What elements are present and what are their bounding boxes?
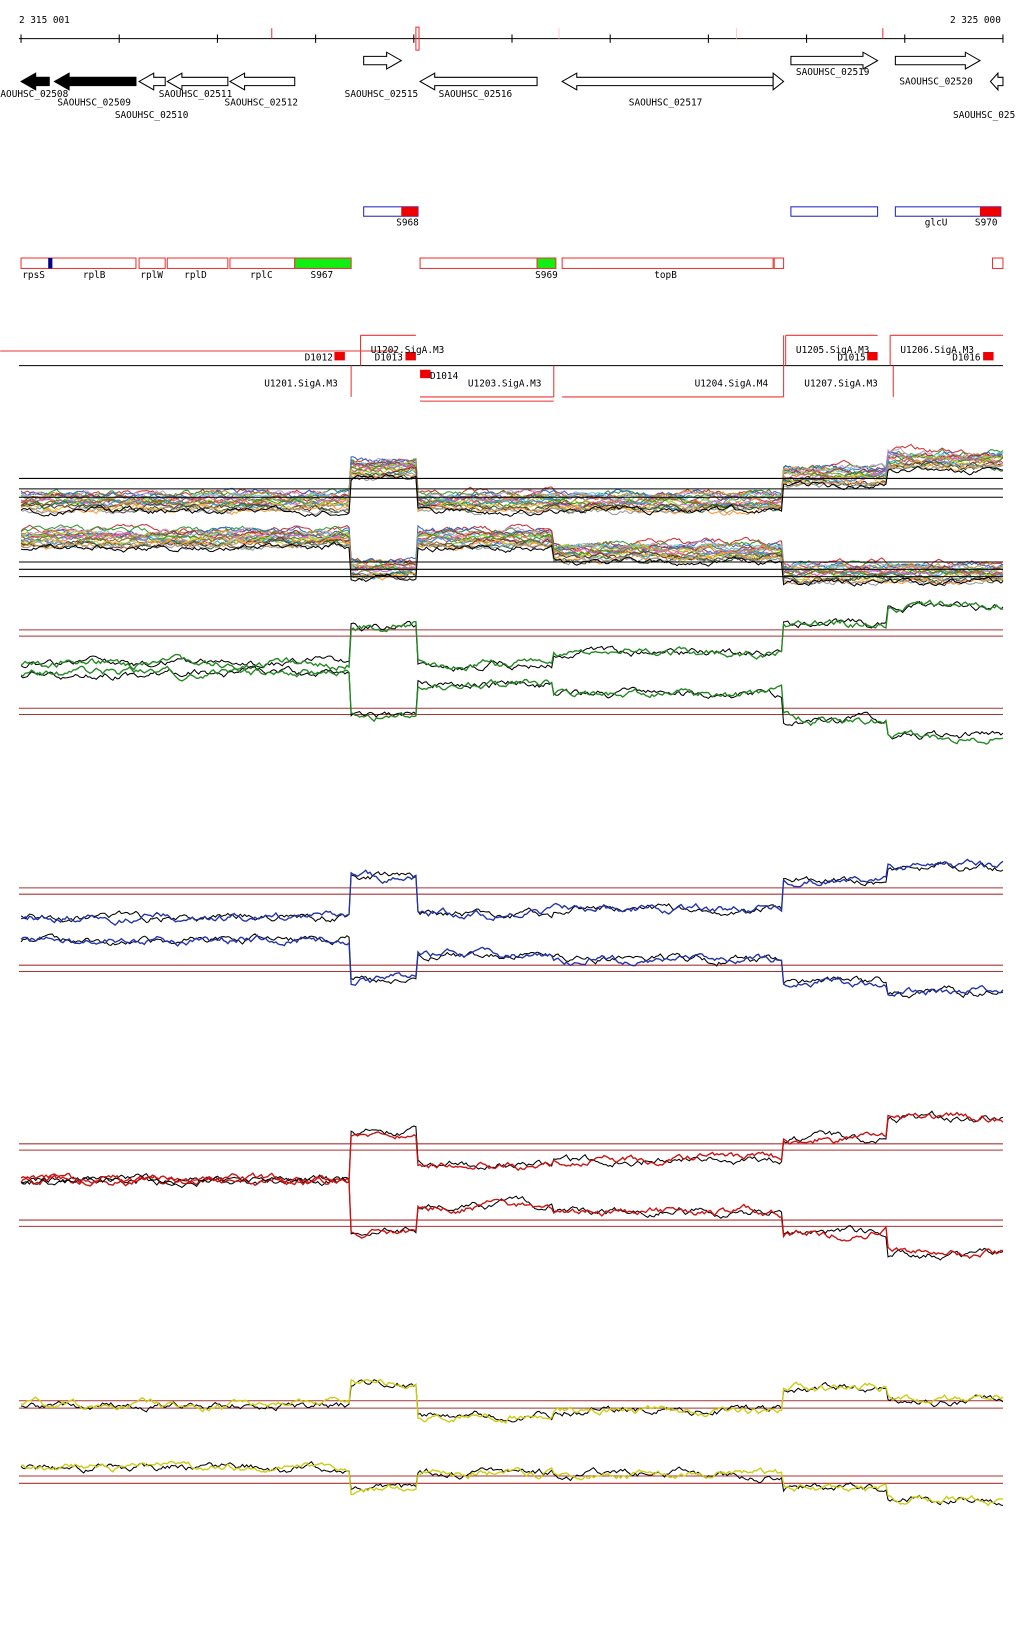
region-label: glcU	[925, 218, 948, 229]
feature-label: rplC	[250, 270, 273, 281]
gene-arrow	[419, 72, 538, 91]
track-line	[20, 1172, 1004, 1260]
view-marker	[415, 26, 420, 51]
feature-label: rpsS	[22, 270, 45, 281]
site-label: U1204.SigA.M4	[695, 378, 769, 389]
site-block	[334, 352, 345, 361]
track-line	[20, 1173, 1004, 1261]
feature-box	[20, 257, 137, 269]
track-line	[20, 466, 1003, 518]
track-line	[20, 665, 1004, 745]
gene-arrow	[53, 72, 137, 91]
gene-arrow	[138, 72, 166, 91]
track-line	[20, 600, 1004, 672]
feature-label: rplD	[184, 270, 207, 281]
site-block	[983, 352, 994, 361]
gene-arrow	[894, 51, 982, 70]
track-line	[20, 459, 1004, 514]
feature-box	[138, 257, 166, 269]
gene-label: SAOUHSC_02520	[899, 77, 973, 88]
gene-arrow	[228, 72, 296, 91]
feature-box	[773, 257, 785, 269]
track-line	[20, 861, 1004, 924]
site-label: U1205.SigA.M3	[796, 345, 869, 356]
site-label: D1015	[837, 352, 865, 363]
region-end	[979, 206, 1001, 217]
feature-box	[166, 257, 229, 269]
track-line	[20, 524, 1004, 572]
track-line	[20, 1111, 1004, 1187]
gene-label: SAOUHSC_02508	[0, 89, 69, 100]
gene-label: SAOUHSC_02509	[57, 98, 131, 109]
feature-box	[294, 257, 352, 269]
track-line	[20, 458, 1004, 512]
gene-arrow	[790, 51, 879, 70]
track-line	[20, 536, 1004, 587]
site-label: U1207.SigA.M3	[804, 378, 877, 389]
track-line	[20, 459, 1004, 512]
feature-label: rplB	[83, 270, 106, 281]
track-line	[20, 452, 1004, 506]
feature-box	[536, 257, 557, 269]
site-label: D1014	[430, 371, 459, 382]
track-line	[20, 448, 1004, 501]
site-label: U1201.SigA.M3	[264, 378, 338, 389]
track-line	[20, 1378, 1004, 1424]
track-line	[20, 665, 1004, 740]
gene-label: SAOUHSC_02515	[345, 89, 419, 100]
track-line	[21, 526, 1004, 573]
track-line	[20, 1461, 1004, 1507]
track-line	[20, 1379, 1004, 1423]
track-line	[20, 934, 1004, 997]
gene-label: SAOUHSC_02510	[115, 110, 189, 121]
site-label: U1203.SigA.M3	[468, 378, 542, 389]
track-line	[20, 542, 1004, 587]
gene-label: SAOUHSC_02517	[629, 98, 703, 109]
feature-box	[991, 257, 1004, 269]
site-label: U1206.SigA.M3	[900, 345, 974, 356]
track-line	[20, 933, 1004, 999]
site-block	[867, 352, 878, 361]
gene-arrow	[19, 72, 50, 91]
feature-label: topB	[654, 270, 677, 281]
gene-arrow	[989, 71, 1004, 92]
track-line	[20, 858, 1004, 926]
track-line	[20, 443, 1004, 501]
track-line	[20, 537, 1004, 586]
site-block	[420, 369, 431, 379]
feature-box	[561, 257, 774, 269]
site-label: D1016	[952, 352, 981, 363]
track-line	[20, 599, 1004, 672]
site-label: U1202.SigA.M3	[371, 345, 444, 356]
gene-arrow	[166, 72, 229, 91]
start-coordinate: 2 315 001	[19, 15, 70, 26]
gene-arrow	[561, 72, 774, 91]
track-line	[20, 523, 1004, 569]
gene-arrow	[363, 51, 403, 70]
gene-label: SAOUHSC_02519	[796, 67, 870, 78]
site-label: D1012	[305, 352, 333, 363]
track-line	[20, 1110, 1004, 1189]
gene-label: SAOUHSC_02516	[439, 89, 513, 100]
region-label: S970	[975, 218, 998, 229]
feature-mark	[48, 258, 53, 269]
site-label: D1013	[375, 352, 403, 363]
region-end	[401, 206, 418, 217]
track-line	[20, 530, 1004, 579]
region-box	[790, 206, 879, 217]
feature-label: rplW	[140, 270, 163, 281]
gene-label: SAOUHSC_02512	[225, 98, 299, 109]
feature-box	[419, 257, 538, 269]
feature-label: S967	[311, 270, 334, 281]
feature-label: S969	[535, 270, 558, 281]
gene-label: SAOUHSC_02511	[159, 89, 233, 100]
feature-box	[229, 257, 296, 269]
gene-arrow	[772, 72, 785, 91]
site-block	[405, 352, 416, 361]
end-coordinate: 2 325 000	[950, 15, 1001, 26]
gene-label: SAOUHSC_025	[953, 110, 1015, 121]
region-label: S968	[396, 218, 419, 229]
